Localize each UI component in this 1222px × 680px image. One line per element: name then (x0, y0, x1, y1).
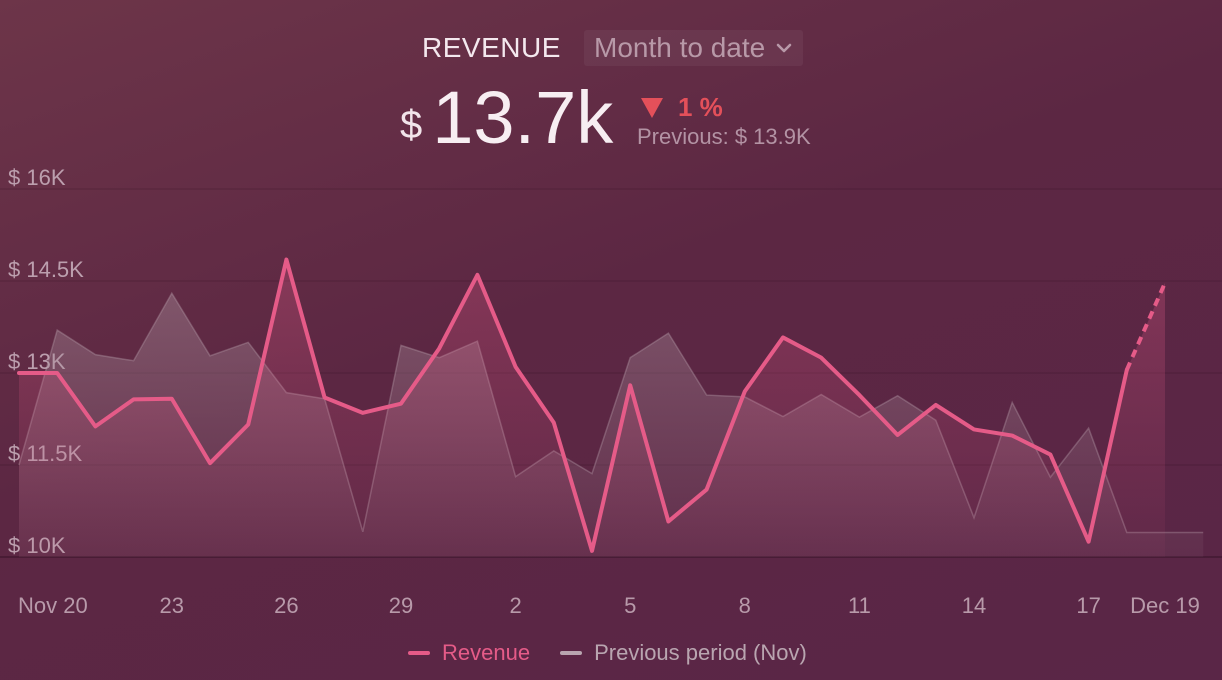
header: REVENUE Month to date $ 13.7k 1 % Previo… (0, 0, 1222, 160)
period-dropdown[interactable]: Month to date (584, 30, 804, 66)
x-tick-label: 23 (160, 593, 184, 618)
legend-item-previous[interactable]: Previous period (Nov) (560, 640, 807, 666)
y-tick-label: $ 16K (8, 165, 66, 190)
x-tick-label: 17 (1076, 593, 1100, 618)
x-tick-label: Nov 20 (18, 593, 88, 618)
legend-label-revenue: Revenue (442, 640, 531, 665)
x-tick-label: 8 (739, 593, 751, 618)
legend-label-previous: Previous period (Nov) (594, 640, 807, 665)
series-line-revenue-forecast (1124, 282, 1167, 371)
legend-swatch-previous (560, 651, 583, 655)
x-tick-label: 26 (274, 593, 298, 618)
x-tick-label: 29 (389, 593, 413, 618)
currency-symbol: $ (400, 103, 423, 147)
legend: Revenue Previous period (Nov) (408, 640, 807, 666)
x-tick-label: 2 (509, 593, 521, 618)
chevron-down-icon (776, 43, 792, 53)
series-line-revenue (17, 257, 1129, 553)
x-tick-label: Dec 19 (1130, 593, 1200, 618)
kpi-value: $ 13.7k (400, 78, 613, 158)
legend-swatch-revenue (408, 651, 430, 655)
legend-item-revenue[interactable]: Revenue (408, 640, 530, 666)
y-tick-label: $ 14.5K (8, 257, 84, 282)
previous-value: Previous: $ 13.9K (637, 124, 811, 149)
page-title: REVENUE (422, 32, 561, 63)
change-percent: 1 % (678, 92, 723, 122)
period-label: Month to date (594, 32, 766, 63)
x-tick-label: 11 (848, 593, 871, 618)
x-tick-label: 14 (962, 593, 986, 618)
series-line-previous (18, 291, 1204, 534)
triangle-down-icon (641, 97, 663, 118)
change-indicator: 1 % (640, 92, 723, 123)
x-tick-label: 5 (624, 593, 636, 618)
revenue-value: 13.7k (432, 76, 614, 159)
